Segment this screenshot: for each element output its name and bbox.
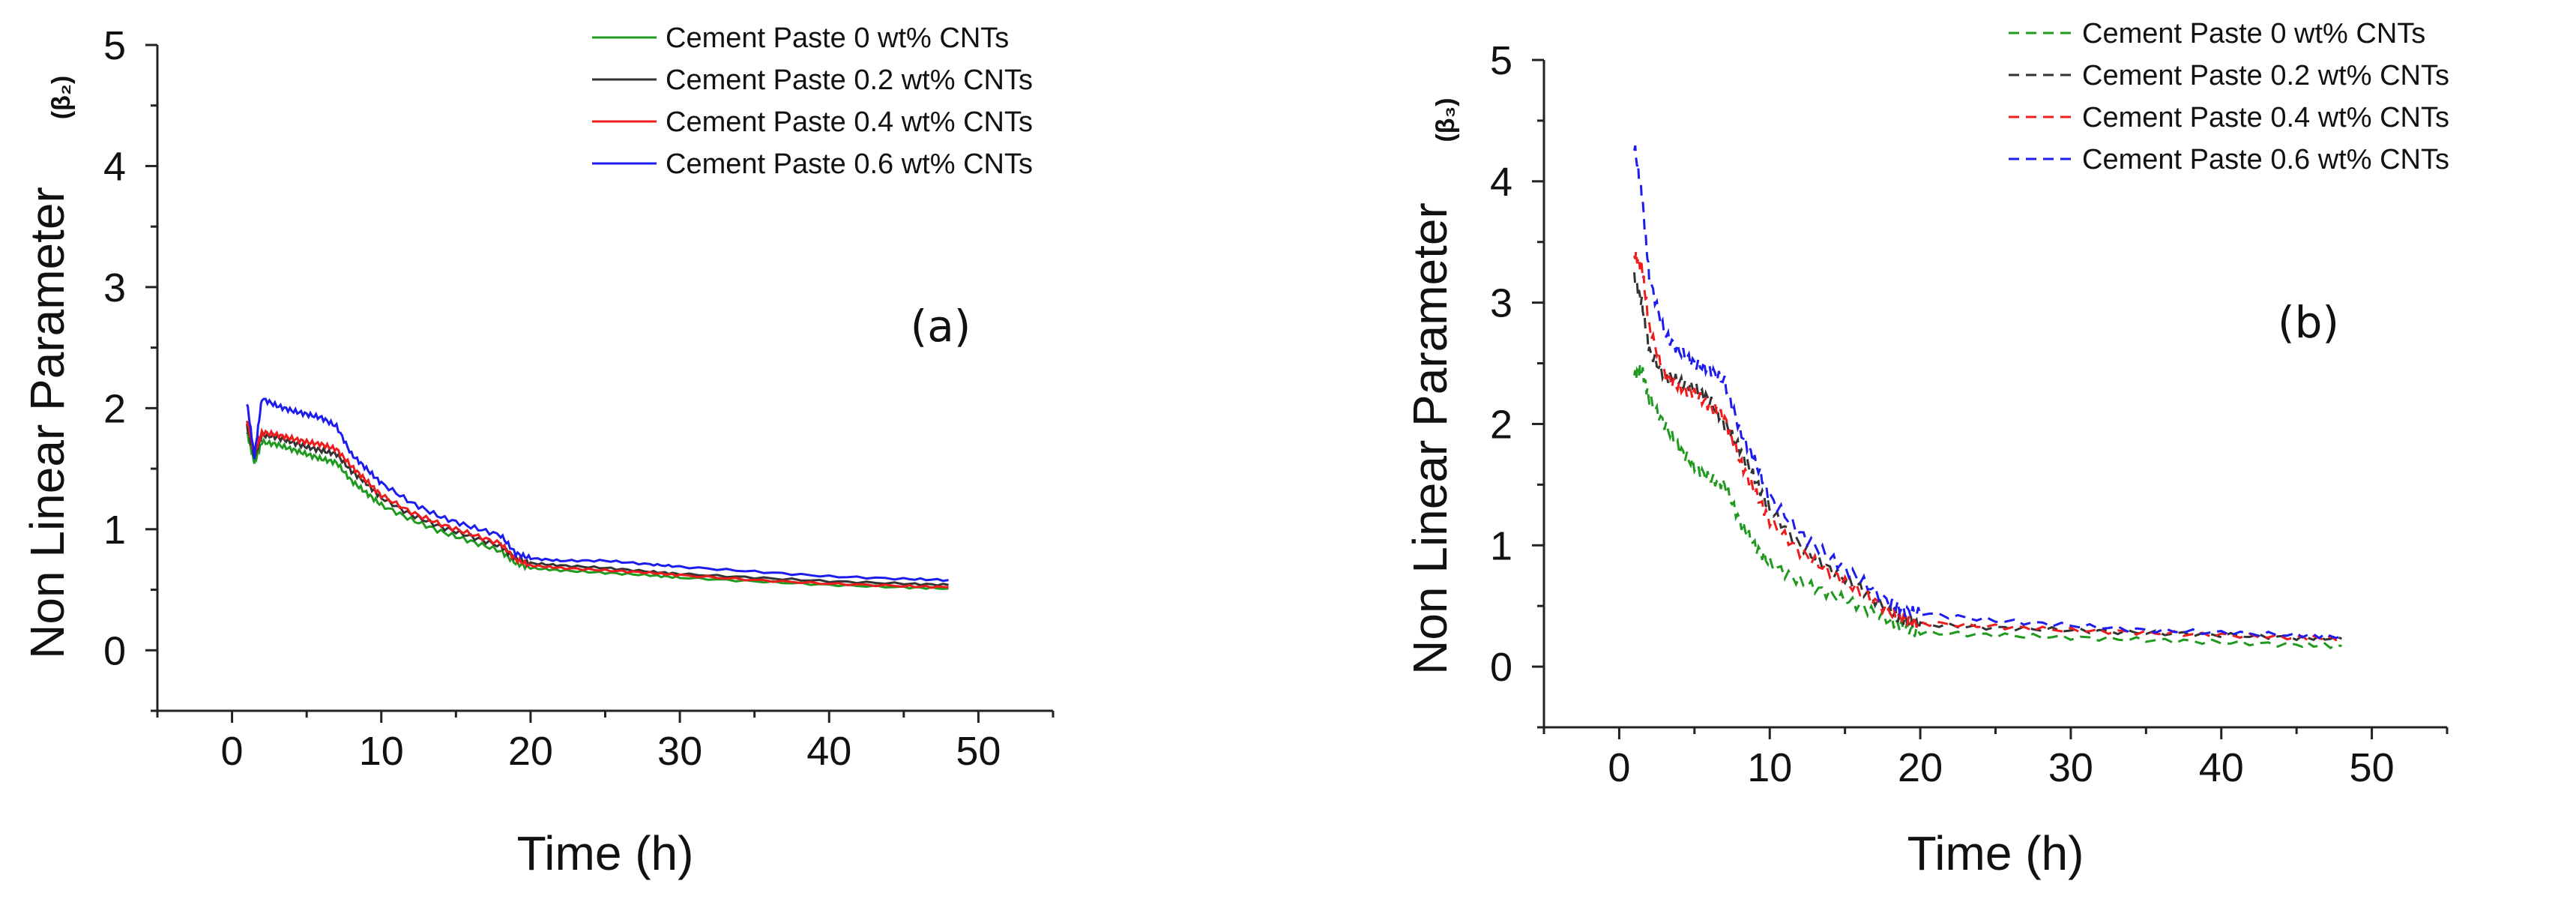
legend-label: Cement Paste 0 wt% CNTs — [2082, 18, 2425, 49]
y-tick-label: 4 — [103, 144, 126, 189]
y-tick-label: 1 — [103, 508, 126, 553]
series-line — [1633, 364, 2342, 649]
y-axis-label: Non Linear Parameter — [1403, 202, 1457, 675]
series-line — [1633, 250, 2342, 642]
chart-panel-b: 0 10 20 30 40 50 0 1 2 3 4 5 Time (h) Non Linear Para… — [1403, 18, 2449, 880]
legend-label: Cement Paste 0.2 wt% CNTs — [666, 64, 1033, 96]
y-tick-label: 2 — [1490, 402, 1512, 447]
x-tick-label: 50 — [2350, 745, 2395, 790]
y-tick-label: 3 — [1490, 281, 1512, 326]
x-tick-label: 10 — [1747, 745, 1792, 790]
x-axis-label: Time (h) — [517, 826, 694, 880]
legend-label: Cement Paste 0.6 wt% CNTs — [666, 148, 1033, 180]
y-axis-sublabel: (β₃) — [1432, 97, 1460, 142]
chart-panel-a: 0 10 20 30 40 50 0 1 2 3 4 5 Time (h) Non Linear Para… — [20, 22, 1055, 880]
legend-label: Cement Paste 0.4 wt% CNTs — [2082, 102, 2449, 133]
legend-label: Cement Paste 0.2 wt% CNTs — [2082, 60, 2449, 91]
y-tick-label: 2 — [103, 386, 126, 431]
legend-label: Cement Paste 0.6 wt% CNTs — [2082, 144, 2449, 175]
legend-label: Cement Paste 0 wt% CNTs — [666, 22, 1009, 54]
y-tick-label: 0 — [1490, 645, 1512, 690]
x-tick-label: 40 — [806, 729, 851, 774]
panel-label: (b) — [2278, 297, 2339, 348]
x-tick-label: 30 — [657, 729, 702, 774]
series-line — [1633, 272, 2342, 642]
x-axis-label: Time (h) — [1907, 826, 2084, 880]
y-tick-label: 1 — [1490, 523, 1512, 568]
y-tick-label: 3 — [103, 265, 126, 310]
y-tick-label: 4 — [1490, 160, 1512, 205]
series-line — [1633, 145, 2342, 640]
y-tick-label: 0 — [103, 628, 126, 673]
y-axis-label: Non Linear Parameter — [20, 187, 74, 659]
y-tick-label: 5 — [103, 23, 126, 68]
series-line — [246, 421, 949, 589]
x-tick-label: 10 — [359, 729, 404, 774]
legend-label: Cement Paste 0.4 wt% CNTs — [666, 106, 1033, 138]
y-tick-label: 5 — [1490, 38, 1512, 83]
y-axis-sublabel: (β₂) — [47, 76, 76, 120]
series-line — [246, 397, 949, 583]
x-tick-label: 20 — [1898, 745, 1943, 790]
x-tick-label: 0 — [221, 729, 244, 774]
x-tick-label: 30 — [2048, 745, 2093, 790]
x-tick-label: 40 — [2199, 745, 2244, 790]
x-tick-label: 50 — [956, 729, 1001, 774]
panel-label: (a) — [911, 301, 971, 352]
x-tick-label: 20 — [508, 729, 553, 774]
x-tick-label: 0 — [1608, 745, 1630, 790]
series-line — [246, 432, 949, 590]
